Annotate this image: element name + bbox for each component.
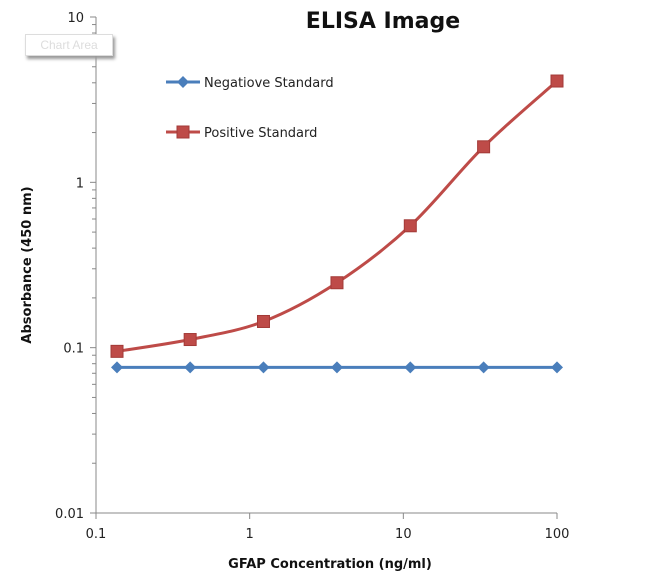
data-point-1 [330,276,344,290]
y-tick-label: 0.01 [55,507,84,522]
data-point-1 [477,140,491,154]
data-point-1 [183,333,197,347]
data-point-1 [403,219,417,233]
data-point-1 [550,74,564,88]
chart-title: ELISA Image [306,9,460,34]
data-point-1 [110,344,124,358]
data-point-0 [477,361,490,374]
data-point-0 [330,361,343,374]
data-point-1 [256,314,270,328]
legend-label-0: Negatiove Standard [204,76,334,91]
data-point-0 [184,361,197,374]
data-point-0 [551,361,563,374]
y-tick-label: 10 [67,11,84,26]
data-point-0 [404,361,417,374]
data-point-0 [111,361,124,374]
x-tick-label: 100 [545,527,570,542]
y-tick-label: 1 [76,176,84,191]
series-line-1 [116,79,559,353]
data-point-0 [257,361,270,374]
chart-area-tooltip: Chart Area [25,34,113,56]
x-tick-label: 1 [246,527,254,542]
legend-marker-1 [176,125,190,139]
x-tick-label: 10 [395,527,412,542]
x-axis-label: GFAP Concentration (ng/ml) [228,557,432,572]
legend-label-1: Positive Standard [204,126,317,141]
legend-marker-0 [177,76,189,88]
y-tick-label: 0.1 [63,342,84,357]
x-tick-label: 0.1 [86,527,107,542]
y-axis-label: Absorbance (450 nm) [20,186,35,343]
